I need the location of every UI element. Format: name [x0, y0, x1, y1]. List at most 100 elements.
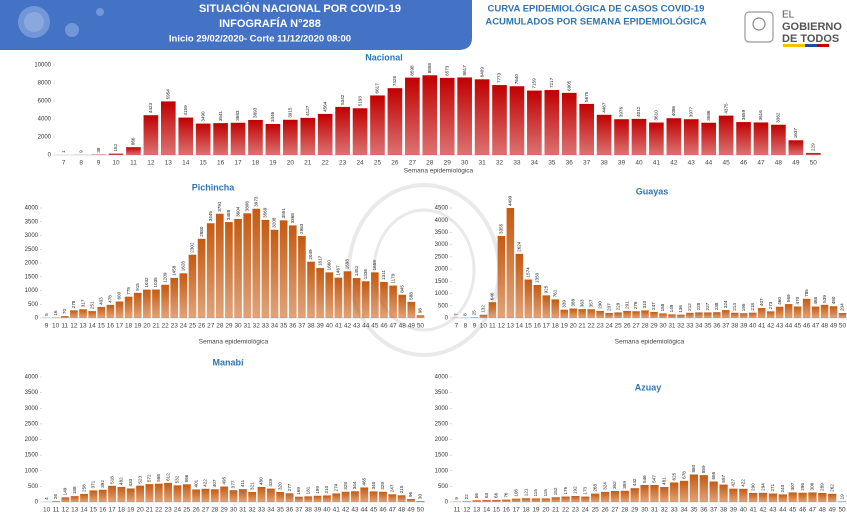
bar — [798, 492, 807, 502]
bar — [736, 122, 751, 155]
x-tick-label: 17 — [234, 160, 242, 167]
bar — [288, 225, 297, 318]
bar — [729, 488, 738, 502]
x-tick-label: 10 — [480, 323, 488, 330]
bar — [482, 500, 491, 502]
value-label: 271 — [770, 483, 775, 491]
x-tick-label: 10 — [112, 160, 120, 167]
value-label: 3610 — [654, 110, 659, 121]
x-tick-label: 38 — [305, 507, 313, 514]
value-label: 173 — [583, 486, 588, 494]
bar — [641, 310, 649, 318]
bar — [838, 313, 847, 318]
bar — [829, 306, 838, 318]
x-tick-label: 35 — [690, 507, 698, 514]
bar — [718, 115, 734, 155]
value-label: 1035 — [153, 277, 158, 288]
bar — [515, 253, 524, 318]
x-tick-label: 19 — [127, 507, 135, 514]
value-label: 3446 — [270, 111, 275, 122]
bar — [670, 482, 679, 502]
x-tick-label: 33 — [262, 323, 270, 330]
x-tick-label: 20 — [143, 323, 151, 330]
x-tick-label: 46 — [803, 323, 811, 330]
bar — [837, 501, 847, 502]
bar — [679, 480, 689, 502]
y-tick-label: 0 — [445, 316, 449, 322]
x-tick-label: 12 — [463, 507, 471, 514]
x-tick-label: 39 — [314, 507, 322, 514]
x-tick-label: 32 — [496, 160, 504, 167]
x-tick-label: 21 — [304, 160, 312, 167]
bar — [551, 497, 560, 502]
x-tick-label: 8 — [464, 323, 468, 330]
value-label: 22 — [464, 494, 469, 500]
x-tick-label: 43 — [353, 323, 361, 330]
bar — [709, 481, 718, 502]
bar — [766, 311, 775, 318]
value-label: 227 — [705, 302, 710, 310]
value-label: 1659 — [372, 260, 377, 271]
bar — [341, 491, 350, 502]
x-tick-label: 48 — [821, 323, 829, 330]
bar — [360, 487, 369, 502]
value-label: 3541 — [218, 110, 223, 121]
bar — [561, 92, 577, 155]
bar — [541, 498, 550, 502]
y-tick-label: 3500 — [435, 230, 449, 236]
y-tick-label: 2000 — [25, 437, 39, 443]
x-tick-label: 15 — [200, 160, 208, 167]
x-tick-label: 24 — [356, 160, 364, 167]
bar — [509, 86, 525, 155]
y-tick-label: 500 — [28, 484, 39, 490]
bar — [422, 75, 438, 155]
x-tick-label: 23 — [164, 507, 172, 514]
bar — [335, 106, 350, 155]
bar — [778, 494, 787, 502]
chart-title: Nacional — [365, 52, 403, 62]
x-tick-label: 11 — [53, 507, 60, 514]
bar — [561, 496, 570, 502]
bar — [298, 235, 306, 318]
bar — [416, 315, 425, 318]
x-tick-label: 26 — [391, 160, 399, 167]
x-tick-label: 29 — [221, 507, 229, 514]
value-label: 925 — [543, 285, 548, 293]
bar — [472, 500, 481, 502]
bar — [614, 312, 622, 318]
x-tick-label: 14 — [483, 507, 491, 514]
x-tick-label: 34 — [271, 323, 279, 330]
value-label: 3659 — [741, 109, 746, 120]
bar — [197, 238, 206, 318]
value-label: 70 — [62, 309, 67, 315]
bar — [230, 122, 246, 155]
value-label: 1209 — [162, 272, 167, 283]
bar — [492, 499, 501, 502]
bar — [521, 498, 531, 502]
value-label: 3915 — [288, 107, 293, 118]
x-tick-label: 25 — [374, 160, 382, 167]
bar — [581, 496, 590, 502]
value-label: 371 — [91, 480, 96, 488]
bar — [387, 88, 403, 155]
value-label: 251 — [89, 301, 94, 309]
bar — [195, 123, 211, 155]
x-tick-label: 31 — [239, 507, 247, 514]
value-label: 588 — [409, 292, 414, 300]
x-tick-label: 40 — [323, 507, 331, 514]
value-label: 273 — [768, 301, 773, 309]
bar — [649, 122, 664, 155]
bar — [160, 101, 176, 155]
bar — [398, 294, 407, 318]
bar — [89, 490, 98, 502]
value-label: 19 — [839, 494, 844, 500]
bar — [660, 486, 669, 502]
value-label: 427 — [731, 479, 736, 487]
x-tick-label: 44 — [779, 507, 787, 514]
bar — [173, 485, 182, 502]
bar — [802, 298, 811, 318]
value-label: 175 — [563, 486, 568, 494]
y-tick-label: 2500 — [435, 254, 449, 260]
bar — [117, 486, 126, 502]
value-label: 3490 — [200, 111, 205, 122]
